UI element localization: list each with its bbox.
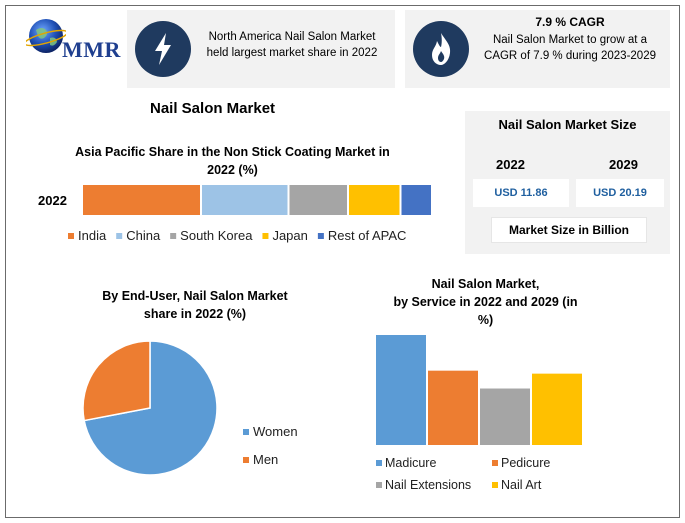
service-chart-title-line3: %) (477, 313, 494, 327)
market-size-title: Nail Salon Market Size (498, 117, 637, 132)
service-bar-pedicure (428, 370, 478, 445)
legend-swatch-china (116, 233, 123, 239)
stacked-chart-title: Asia Pacific Share in the Non Stick Coat… (60, 143, 405, 179)
info-box-north-america: North America Nail Salon Market held lar… (127, 10, 395, 88)
pie-chart-title: By End-User, Nail Salon Market share in … (65, 287, 325, 323)
pie-legend-swatch-men (243, 457, 249, 463)
legend-swatch-japan (262, 233, 269, 239)
info-box-cagr: 7.9 % CAGR Nail Salon Market to grow at … (405, 10, 670, 88)
market-size-panel: Nail Salon Market Size 2022 2029 USD 11.… (465, 111, 670, 254)
year-2022-label: 2022 (496, 157, 525, 172)
legend-label-china: China (126, 228, 161, 243)
pie-chart-title-line1: By End-User, Nail Salon Market (102, 289, 288, 303)
bar-segment-rest-of-apac (401, 185, 431, 215)
legend-label-india: India (78, 228, 107, 243)
main-title: Nail Salon Market (150, 100, 276, 117)
info-right-line1: Nail Salon Market to grow at a (492, 34, 648, 46)
service-legend-label-nail-art: Nail Art (501, 478, 542, 492)
legend-label-japan: Japan (272, 228, 307, 243)
service-chart-title: Nail Salon Market, by Service in 2022 an… (358, 275, 613, 329)
category-label-2022: 2022 (38, 193, 67, 208)
service-bar-nail-art (532, 373, 582, 445)
service-legend-label-pedicure: Pedicure (501, 456, 550, 470)
bar-segment-china (202, 185, 288, 215)
market-size-footer: Market Size in Billion (491, 217, 647, 243)
service-chart-title-line2: by Service in 2022 and 2029 (in (393, 295, 578, 309)
flame-icon (413, 21, 469, 77)
stacked-chart-title-line2: 2022 (%) (207, 163, 258, 177)
cagr-title: 7.9 % CAGR (535, 15, 605, 29)
globe-icon (26, 19, 66, 53)
year-2029-label: 2029 (609, 157, 638, 172)
bar-segment-india (83, 185, 200, 215)
pie-chart-title-line2: share in 2022 (%) (143, 307, 247, 321)
pie-slice-men (82, 340, 151, 422)
service-legend-swatch-madicure (376, 460, 382, 466)
service-bar-nail-extensions (480, 388, 530, 445)
service-legend-swatch-pedicure (492, 460, 498, 466)
pie-legend-label-men: Men (253, 452, 278, 467)
bar-segment-south-korea (289, 185, 347, 215)
legend-swatch-rest-of-apac (317, 233, 324, 239)
service-legend-label-madicure: Madicure (385, 456, 436, 470)
logo-text: MMR (62, 37, 121, 62)
service-bar-madicure (376, 335, 426, 445)
service-legend-swatch-nail-extensions (376, 482, 382, 488)
legend-swatch-india (68, 233, 74, 239)
service-legend-label-nail-extensions: Nail Extensions (385, 478, 471, 492)
info-left-line1: North America Nail Salon Market (208, 31, 376, 43)
stacked-chart-title-line1: Asia Pacific Share in the Non Stick Coat… (75, 145, 390, 159)
legend-swatch-south-korea (170, 233, 177, 239)
service-bar-chart: Madicure Pedicure Nail Extensions Nail Art (376, 335, 582, 492)
info-left-line2: held largest market share in 2022 (206, 47, 378, 59)
mmr-logo: MMR (22, 12, 134, 72)
lightning-icon (135, 21, 191, 77)
stacked-bar-chart: 2022 India China South Korea Japan Rest of AP… (38, 185, 431, 243)
service-chart-title-line1: Nail Salon Market, (431, 277, 540, 291)
legend-label-rest-of-apac: Rest of APAC (328, 228, 407, 243)
info-right-line2: CAGR of 7.9 % during 2023-2029 (484, 50, 656, 62)
bar-segment-japan (349, 185, 400, 215)
legend-label-south-korea: South Korea (180, 228, 253, 243)
value-2022: USD 11.86 (473, 179, 569, 207)
pie-legend-swatch-women (243, 429, 249, 435)
service-legend-swatch-nail-art (492, 482, 498, 488)
pie-legend-label-women: Women (253, 424, 298, 439)
value-2029: USD 20.19 (576, 179, 664, 207)
pie-chart: Women Men (82, 340, 298, 476)
